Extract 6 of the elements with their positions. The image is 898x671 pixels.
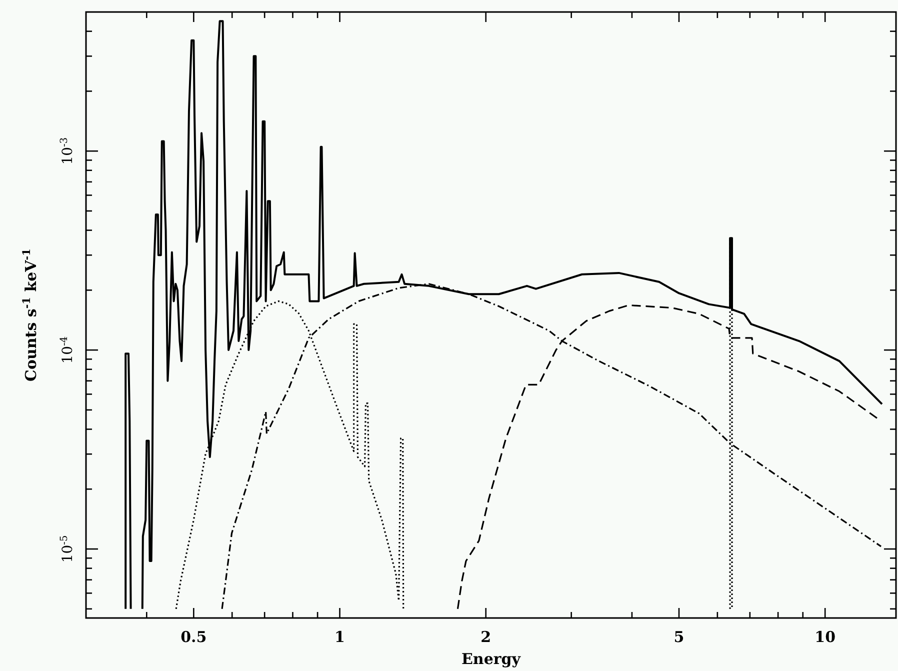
x-axis-title: Energy — [462, 650, 522, 668]
x-tick-label: 1 — [334, 628, 345, 646]
x-tick-label: 10 — [814, 628, 836, 646]
x-tick-label: 5 — [674, 628, 684, 646]
x-tick-label: 0.5 — [180, 628, 207, 646]
x-tick-label: 2 — [480, 628, 492, 646]
